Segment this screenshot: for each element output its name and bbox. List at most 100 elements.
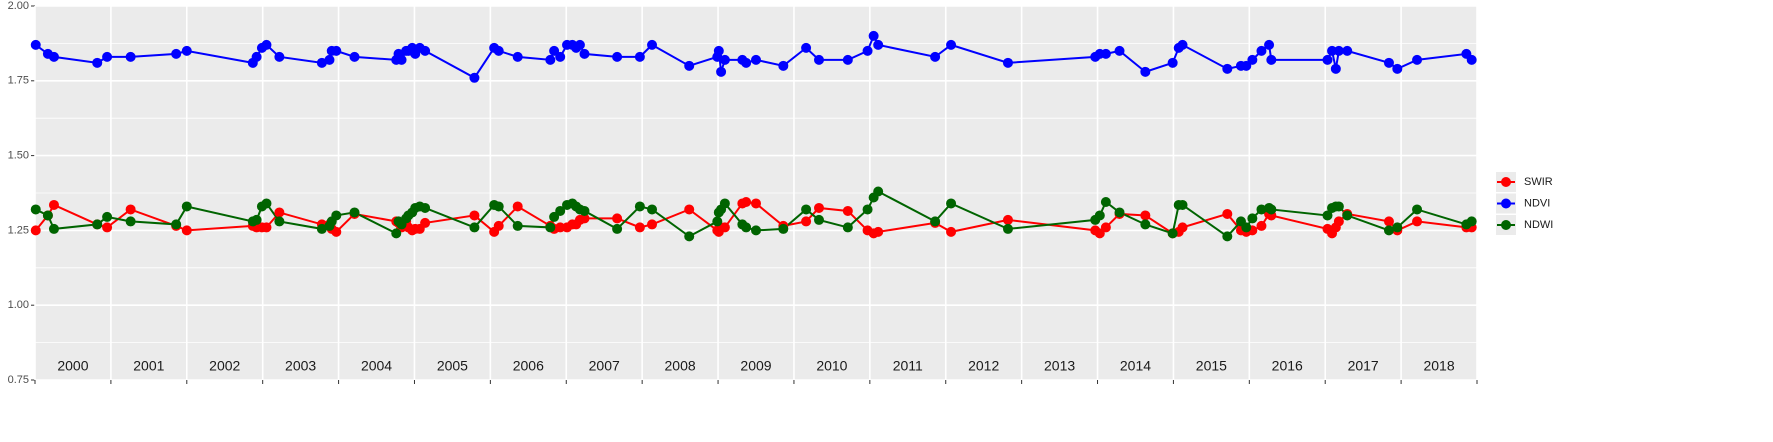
point <box>469 222 480 233</box>
point <box>92 219 103 230</box>
point <box>713 45 724 56</box>
point <box>92 57 103 68</box>
point <box>1256 204 1267 215</box>
point <box>868 30 879 41</box>
point <box>1100 48 1111 59</box>
legend-key-point <box>1501 220 1511 230</box>
point <box>545 54 556 65</box>
point <box>102 211 113 222</box>
point <box>946 198 957 209</box>
point <box>545 222 556 233</box>
point <box>778 60 789 71</box>
point <box>647 204 658 215</box>
point <box>469 210 480 221</box>
point <box>612 223 623 234</box>
point <box>1247 213 1258 224</box>
point <box>1392 63 1403 74</box>
point <box>813 54 824 65</box>
point <box>331 45 342 56</box>
point <box>873 226 884 237</box>
point <box>634 51 645 62</box>
point <box>1241 222 1252 233</box>
y-tick-label: 1.00 <box>8 299 29 311</box>
year-label: 2001 <box>133 358 164 374</box>
y-tick-label: 1.75 <box>8 75 29 87</box>
point <box>1177 199 1188 210</box>
point <box>1333 45 1344 56</box>
point <box>634 222 645 233</box>
point <box>862 204 873 215</box>
point <box>1140 210 1151 221</box>
point <box>1383 57 1394 68</box>
point <box>1222 208 1233 219</box>
point <box>579 205 590 216</box>
year-label: 2009 <box>740 358 771 374</box>
point <box>719 198 730 209</box>
point <box>1466 54 1477 65</box>
year-label: 2004 <box>361 358 392 374</box>
point <box>274 207 285 218</box>
point <box>316 57 327 68</box>
point <box>801 216 812 227</box>
point <box>1322 54 1333 65</box>
point <box>251 51 262 62</box>
point <box>741 222 752 233</box>
point <box>261 39 272 50</box>
point <box>1333 216 1344 227</box>
point <box>349 207 360 218</box>
point <box>171 48 182 59</box>
point <box>1266 54 1277 65</box>
point <box>719 222 730 233</box>
point <box>331 226 342 237</box>
point <box>48 199 59 210</box>
point <box>634 201 645 212</box>
year-label: 2002 <box>209 358 240 374</box>
point <box>574 39 585 50</box>
point <box>274 51 285 62</box>
point <box>946 226 957 237</box>
point <box>1327 45 1338 56</box>
point <box>125 51 136 62</box>
point <box>1256 45 1267 56</box>
point <box>1412 204 1423 215</box>
point <box>1392 222 1403 233</box>
legend-label: SWIR <box>1524 176 1553 188</box>
point <box>251 214 262 225</box>
point <box>274 216 285 227</box>
y-tick-label: 1.50 <box>8 150 29 162</box>
point <box>778 223 789 234</box>
point <box>1222 63 1233 74</box>
point <box>181 225 192 236</box>
point <box>1264 39 1275 50</box>
point <box>842 205 853 216</box>
point <box>1002 57 1013 68</box>
point <box>1100 222 1111 233</box>
point <box>1140 219 1151 230</box>
point <box>741 57 752 68</box>
point <box>420 217 431 228</box>
year-label: 2016 <box>1272 358 1303 374</box>
point <box>647 219 658 230</box>
point <box>512 51 523 62</box>
legend-key-point <box>1501 177 1511 187</box>
point <box>684 204 695 215</box>
point <box>1247 54 1258 65</box>
point <box>125 204 136 215</box>
year-label: 2011 <box>893 358 923 374</box>
point <box>30 225 41 236</box>
point <box>1466 216 1477 227</box>
point <box>801 204 812 215</box>
point <box>1256 220 1267 231</box>
point <box>181 201 192 212</box>
point <box>555 51 566 62</box>
point <box>684 60 695 71</box>
point <box>1322 210 1333 221</box>
point <box>873 186 884 197</box>
point <box>555 205 566 216</box>
point <box>1383 216 1394 227</box>
point <box>1333 201 1344 212</box>
year-label: 2000 <box>57 358 88 374</box>
point <box>719 54 730 65</box>
point <box>42 210 53 221</box>
